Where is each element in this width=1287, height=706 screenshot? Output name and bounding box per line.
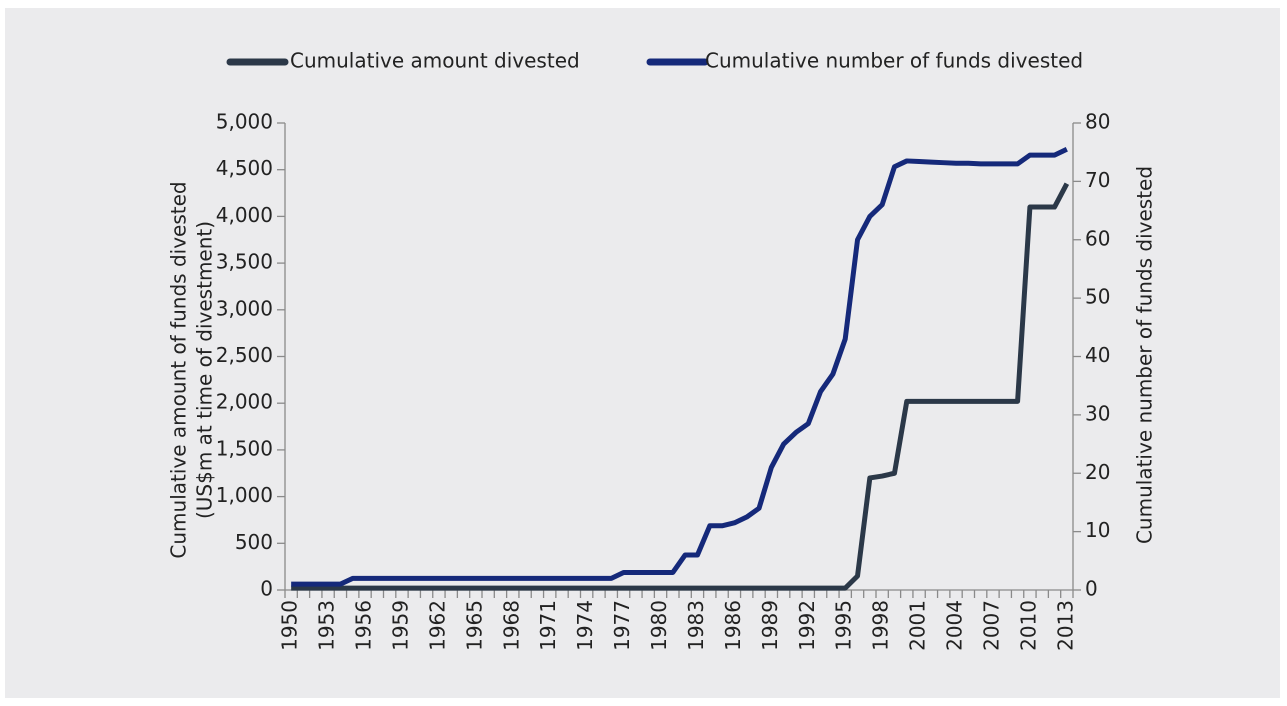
y2-tick-label: 20 (1085, 460, 1110, 484)
legend-label: Cumulative amount divested (290, 49, 580, 73)
y2-tick-label: 10 (1085, 518, 1110, 542)
x-tick-label: 1971 (536, 600, 560, 651)
x-tick-label: 1965 (462, 600, 486, 651)
x-tick-label: 1974 (573, 600, 597, 651)
x-tick-label: 1986 (721, 600, 745, 651)
y2-tick-label: 80 (1085, 110, 1110, 134)
x-tick-label: 1998 (869, 600, 893, 651)
series-line (291, 147, 1068, 587)
y2-tick-label: 50 (1085, 285, 1110, 309)
y-tick-label: 0 (260, 577, 273, 601)
y-axis-title: (US$m at time of divestment) (193, 221, 217, 519)
y-tick-label: 1,500 (216, 436, 273, 460)
y-tick-label: 3,500 (216, 250, 273, 274)
x-tick-label: 1989 (758, 600, 782, 651)
x-tick-label: 1968 (499, 600, 523, 651)
y-tick-label: 3,000 (216, 296, 273, 320)
x-tick-label: 2001 (906, 600, 930, 651)
x-tick-label: 2010 (1016, 600, 1040, 651)
y2-tick-label: 70 (1085, 168, 1110, 192)
x-tick-label: 1992 (795, 600, 819, 651)
y-axis-title: Cumulative amount of funds divested (167, 181, 191, 558)
y-tick-label: 4,500 (216, 156, 273, 180)
legend-label: Cumulative number of funds divested (705, 49, 1083, 73)
y-tick-label: 5,000 (216, 110, 273, 134)
x-tick-label: 1956 (352, 600, 376, 651)
x-tick-label: 2013 (1053, 600, 1077, 651)
y-tick-label: 2,500 (216, 343, 273, 367)
x-tick-label: 1995 (832, 600, 856, 651)
x-tick-label: 1959 (388, 600, 412, 651)
panel (5, 8, 1280, 698)
x-tick-label: 1983 (684, 600, 708, 651)
y-tick-label: 1,000 (216, 483, 273, 507)
series-line (291, 182, 1070, 591)
x-tick-label: 1980 (647, 600, 671, 651)
y2-tick-label: 40 (1085, 343, 1110, 367)
x-tick-label: 2004 (943, 600, 967, 651)
x-tick-label: 1953 (315, 600, 339, 651)
y-tick-label: 500 (235, 530, 273, 554)
y2-axis-title: Cumulative number of funds divested (1133, 166, 1157, 544)
x-tick-label: 1950 (278, 600, 302, 651)
x-tick-label: 2007 (979, 600, 1003, 651)
x-tick-label: 1977 (610, 600, 634, 651)
y2-tick-label: 30 (1085, 401, 1110, 425)
y-tick-label: 4,000 (216, 203, 273, 227)
y2-tick-label: 0 (1085, 577, 1098, 601)
y2-tick-label: 60 (1085, 226, 1110, 250)
x-tick-label: 1962 (425, 600, 449, 651)
y-tick-label: 2,000 (216, 390, 273, 414)
